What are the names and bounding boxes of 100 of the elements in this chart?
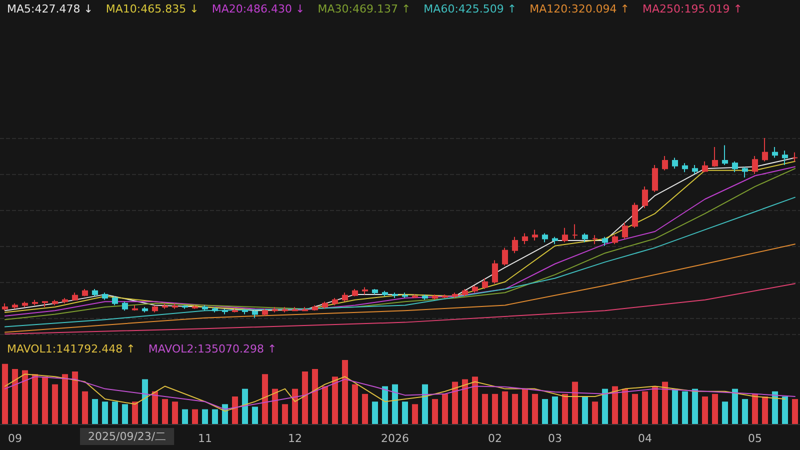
candlestick bbox=[492, 260, 498, 284]
bar bbox=[252, 406, 258, 424]
bar bbox=[12, 368, 18, 424]
candlestick bbox=[612, 234, 618, 245]
bar bbox=[292, 388, 298, 424]
candlestick bbox=[372, 288, 378, 295]
candlestick bbox=[392, 292, 398, 299]
candlestick bbox=[322, 301, 328, 310]
bar bbox=[742, 399, 748, 424]
candlestick bbox=[332, 298, 338, 306]
candlestick bbox=[412, 294, 418, 299]
bar bbox=[402, 402, 408, 424]
bar bbox=[242, 388, 248, 424]
candlestick bbox=[232, 308, 238, 313]
bar bbox=[182, 409, 188, 424]
candlestick bbox=[342, 292, 348, 302]
candlestick bbox=[482, 278, 488, 290]
candlestick bbox=[692, 164, 698, 174]
candlestick bbox=[512, 236, 518, 254]
x-tick-label: 02 bbox=[488, 432, 502, 445]
text: MA120:320.094 ↑ bbox=[530, 2, 630, 16]
candlestick bbox=[562, 227, 568, 243]
candlestick bbox=[432, 294, 438, 300]
bar bbox=[622, 388, 628, 424]
candlestick bbox=[382, 290, 388, 297]
bar bbox=[662, 382, 668, 424]
candlestick bbox=[12, 302, 18, 310]
bar bbox=[422, 384, 428, 424]
bar bbox=[542, 399, 548, 424]
bar bbox=[752, 394, 758, 424]
candlestick bbox=[282, 306, 288, 313]
candlestick bbox=[602, 236, 608, 246]
bar bbox=[552, 396, 558, 424]
candlestick bbox=[632, 202, 638, 228]
bar bbox=[732, 388, 738, 424]
bar bbox=[672, 388, 678, 424]
bar bbox=[72, 372, 78, 424]
candlestick bbox=[752, 155, 758, 174]
candlestick bbox=[352, 288, 358, 297]
bar bbox=[392, 384, 398, 424]
candlestick bbox=[42, 301, 48, 308]
candlestick bbox=[722, 144, 728, 166]
text: MA20:486.430 ↓ bbox=[212, 2, 305, 16]
candlestick bbox=[132, 304, 138, 312]
candlestick bbox=[762, 138, 768, 162]
bar bbox=[582, 396, 588, 424]
bar bbox=[132, 402, 138, 424]
bar bbox=[722, 402, 728, 424]
bar bbox=[512, 394, 518, 424]
bar bbox=[372, 402, 378, 424]
bar bbox=[102, 402, 108, 424]
bar bbox=[52, 384, 58, 424]
candlestick bbox=[442, 294, 448, 299]
bar bbox=[162, 399, 168, 424]
candlestick bbox=[92, 288, 98, 297]
candlestick bbox=[592, 234, 598, 245]
candlestick bbox=[462, 288, 468, 297]
bar bbox=[62, 374, 68, 424]
bar bbox=[482, 394, 488, 424]
candlestick bbox=[552, 236, 558, 245]
bar bbox=[532, 394, 538, 424]
bar bbox=[2, 364, 8, 424]
candlestick bbox=[362, 286, 368, 295]
text: MAVOL2:135070.298 ↑ bbox=[148, 342, 277, 356]
x-tick-label: 04 bbox=[638, 432, 652, 445]
candlestick bbox=[192, 304, 198, 310]
bar bbox=[322, 386, 328, 424]
candlestick bbox=[152, 304, 158, 313]
bar bbox=[342, 360, 348, 424]
candlestick bbox=[302, 306, 308, 312]
candlestick bbox=[402, 292, 408, 299]
bar bbox=[302, 372, 308, 424]
bar bbox=[502, 391, 508, 424]
bar bbox=[112, 402, 118, 424]
candlestick bbox=[52, 299, 58, 306]
bar bbox=[682, 391, 688, 424]
bar bbox=[702, 396, 708, 424]
bar bbox=[772, 391, 778, 424]
bar bbox=[152, 391, 158, 424]
bar bbox=[632, 394, 638, 424]
bar bbox=[122, 404, 128, 424]
bar bbox=[762, 396, 768, 424]
bar bbox=[782, 396, 788, 424]
candlestick bbox=[422, 294, 428, 300]
candlestick bbox=[772, 146, 778, 158]
text: MAVOL1:141792.448 ↑ bbox=[7, 342, 136, 356]
bar bbox=[362, 394, 368, 424]
candlestick bbox=[72, 292, 78, 300]
bar bbox=[492, 394, 498, 424]
candlestick bbox=[252, 310, 258, 318]
bar bbox=[462, 379, 468, 424]
x-tick-label: 03 bbox=[548, 432, 562, 445]
candlestick bbox=[702, 160, 708, 173]
candlestick bbox=[502, 247, 508, 266]
candlestick bbox=[112, 296, 118, 306]
candlestick bbox=[162, 302, 168, 310]
x-tick-label: 09 bbox=[8, 432, 22, 445]
bar bbox=[472, 376, 478, 424]
candlestick bbox=[572, 224, 578, 240]
bar bbox=[92, 399, 98, 424]
